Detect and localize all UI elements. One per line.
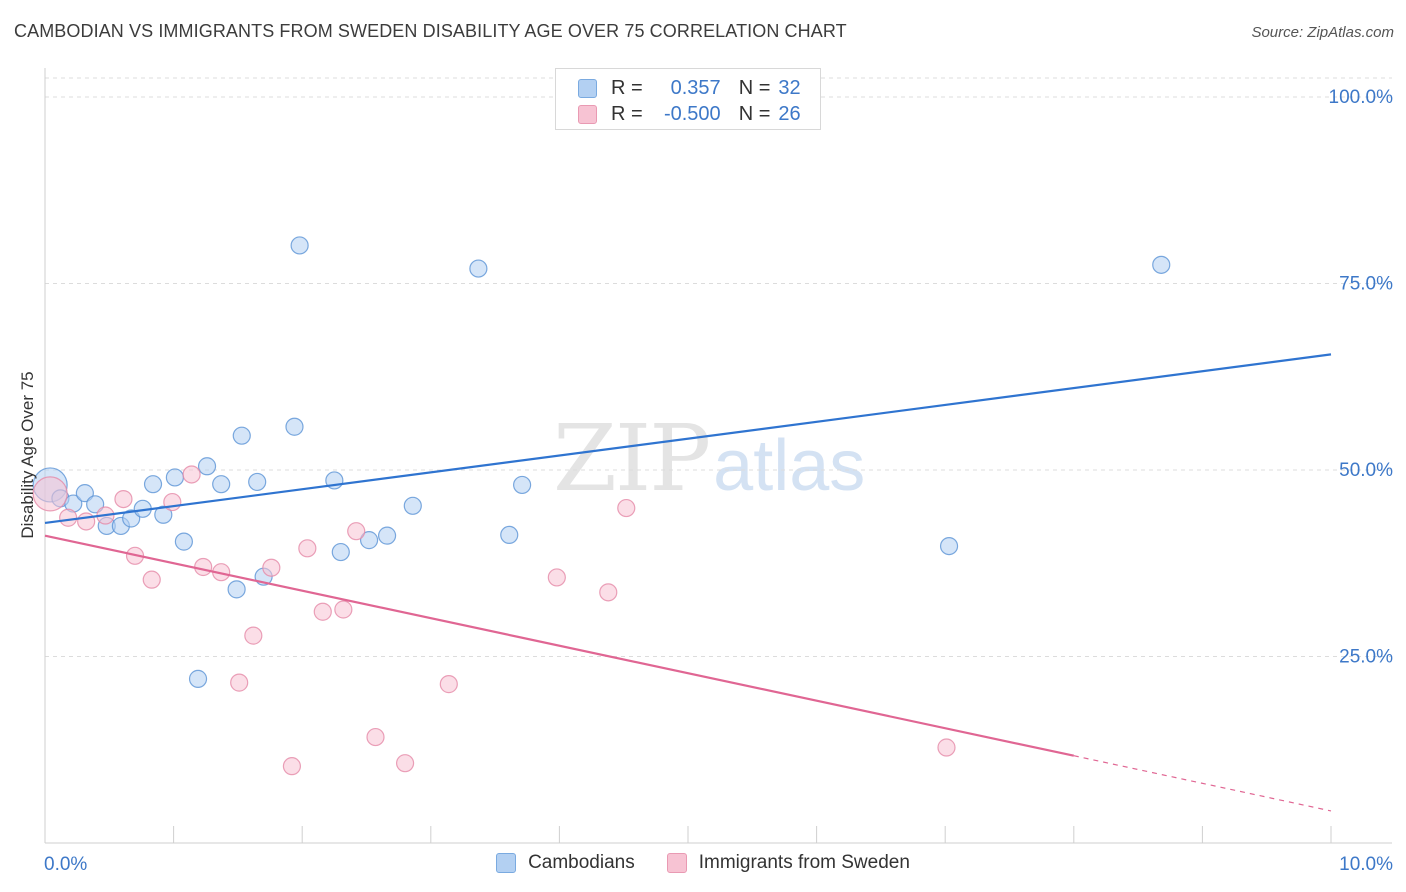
point-sweden xyxy=(347,522,366,541)
chart-title: CAMBODIAN VS IMMIGRANTS FROM SWEDEN DISA… xyxy=(14,21,847,41)
point-cambodians xyxy=(143,475,163,494)
point-cambodians xyxy=(939,536,959,556)
legend-item-cambodians[interactable]: Cambodians xyxy=(496,852,635,874)
point-sweden xyxy=(194,557,213,577)
point-sweden xyxy=(313,602,332,621)
point-sweden xyxy=(599,583,618,602)
trendline-sweden-extension xyxy=(1073,755,1332,812)
point-cambodians xyxy=(86,495,105,514)
legend-label-cambodians: Cambodians xyxy=(528,852,635,873)
point-cambodians xyxy=(227,580,246,599)
legend-n-label: N = xyxy=(738,76,771,99)
y-tick-label: 100.0% xyxy=(1329,87,1394,108)
point-cambodians xyxy=(154,505,173,524)
correlation-legend: R = 0.357 N = 32 R = -0.500 N = 26 xyxy=(555,68,821,130)
x-tick-label: 0.0% xyxy=(44,854,87,875)
y-tick-label: 50.0% xyxy=(1339,460,1393,481)
point-sweden xyxy=(547,568,566,587)
point-cambodians xyxy=(75,484,94,503)
point-cambodians xyxy=(377,526,397,545)
legend-r-label: R = xyxy=(611,102,643,125)
point-sweden xyxy=(142,570,161,589)
y-tick-label: 75.0% xyxy=(1339,274,1393,295)
point-cambodians xyxy=(1152,255,1171,274)
legend-swatch-sweden xyxy=(666,853,687,873)
point-sweden xyxy=(298,539,317,558)
point-sweden xyxy=(244,626,263,645)
y-axis-label: Disability Age Over 75 xyxy=(18,371,37,539)
point-sweden xyxy=(395,754,415,773)
point-cambodians xyxy=(290,236,309,255)
legend-n-label: N = xyxy=(738,102,771,125)
legend-r-value: -0.500 xyxy=(663,102,721,125)
legend-n-value: 32 xyxy=(778,76,801,99)
point-sweden xyxy=(114,489,133,509)
legend-label-sweden: Immigrants from Sweden xyxy=(698,852,910,873)
point-cambodians xyxy=(188,669,208,688)
point-sweden xyxy=(366,727,385,747)
point-cambodians xyxy=(248,472,267,492)
point-sweden xyxy=(182,465,201,484)
point-cambodians xyxy=(359,531,379,550)
legend-r-value: 0.357 xyxy=(670,76,721,99)
point-sweden xyxy=(230,673,249,692)
point-sweden xyxy=(77,512,96,531)
point-cambodians xyxy=(285,417,304,436)
legend-swatch-cambodians xyxy=(496,853,517,873)
legend-row-cambodians: R = 0.357 N = 32 xyxy=(578,75,801,101)
trendline-cambodians xyxy=(44,353,1332,525)
legend-item-sweden[interactable]: Immigrants from Sweden xyxy=(666,852,910,874)
source-label: Source: ZipAtlas.com xyxy=(1251,24,1394,41)
legend-swatch-cambodians xyxy=(578,78,597,98)
point-sweden xyxy=(937,738,956,757)
point-cambodians xyxy=(212,475,231,494)
point-sweden xyxy=(439,675,458,694)
legend-swatch-sweden xyxy=(578,104,597,124)
point-cambodians xyxy=(513,475,532,495)
point-cambodians xyxy=(122,509,141,528)
point-cambodians xyxy=(174,532,193,551)
point-cambodians xyxy=(232,426,251,445)
series-legend: Cambodians Immigrants from Sweden xyxy=(0,852,1406,874)
trendline-sweden xyxy=(44,534,1075,757)
point-cambodians xyxy=(403,496,422,515)
point-cambodians xyxy=(197,457,217,476)
point-sweden xyxy=(282,757,302,776)
point-sweden xyxy=(617,498,636,518)
point-cambodians xyxy=(331,542,350,562)
point-cambodians xyxy=(500,525,519,545)
point-cambodians xyxy=(469,259,488,278)
point-sweden xyxy=(59,508,78,527)
x-tick-label: 10.0% xyxy=(1339,854,1393,875)
point-sweden xyxy=(262,558,281,577)
legend-row-sweden: R = -0.500 N = 26 xyxy=(578,101,801,127)
y-tick-label: 25.0% xyxy=(1339,647,1393,668)
point-cambodians xyxy=(165,468,184,487)
legend-n-value: 26 xyxy=(778,102,801,125)
point-sweden xyxy=(334,600,353,619)
legend-r-label: R = xyxy=(611,76,643,99)
point-sweden xyxy=(32,476,68,512)
